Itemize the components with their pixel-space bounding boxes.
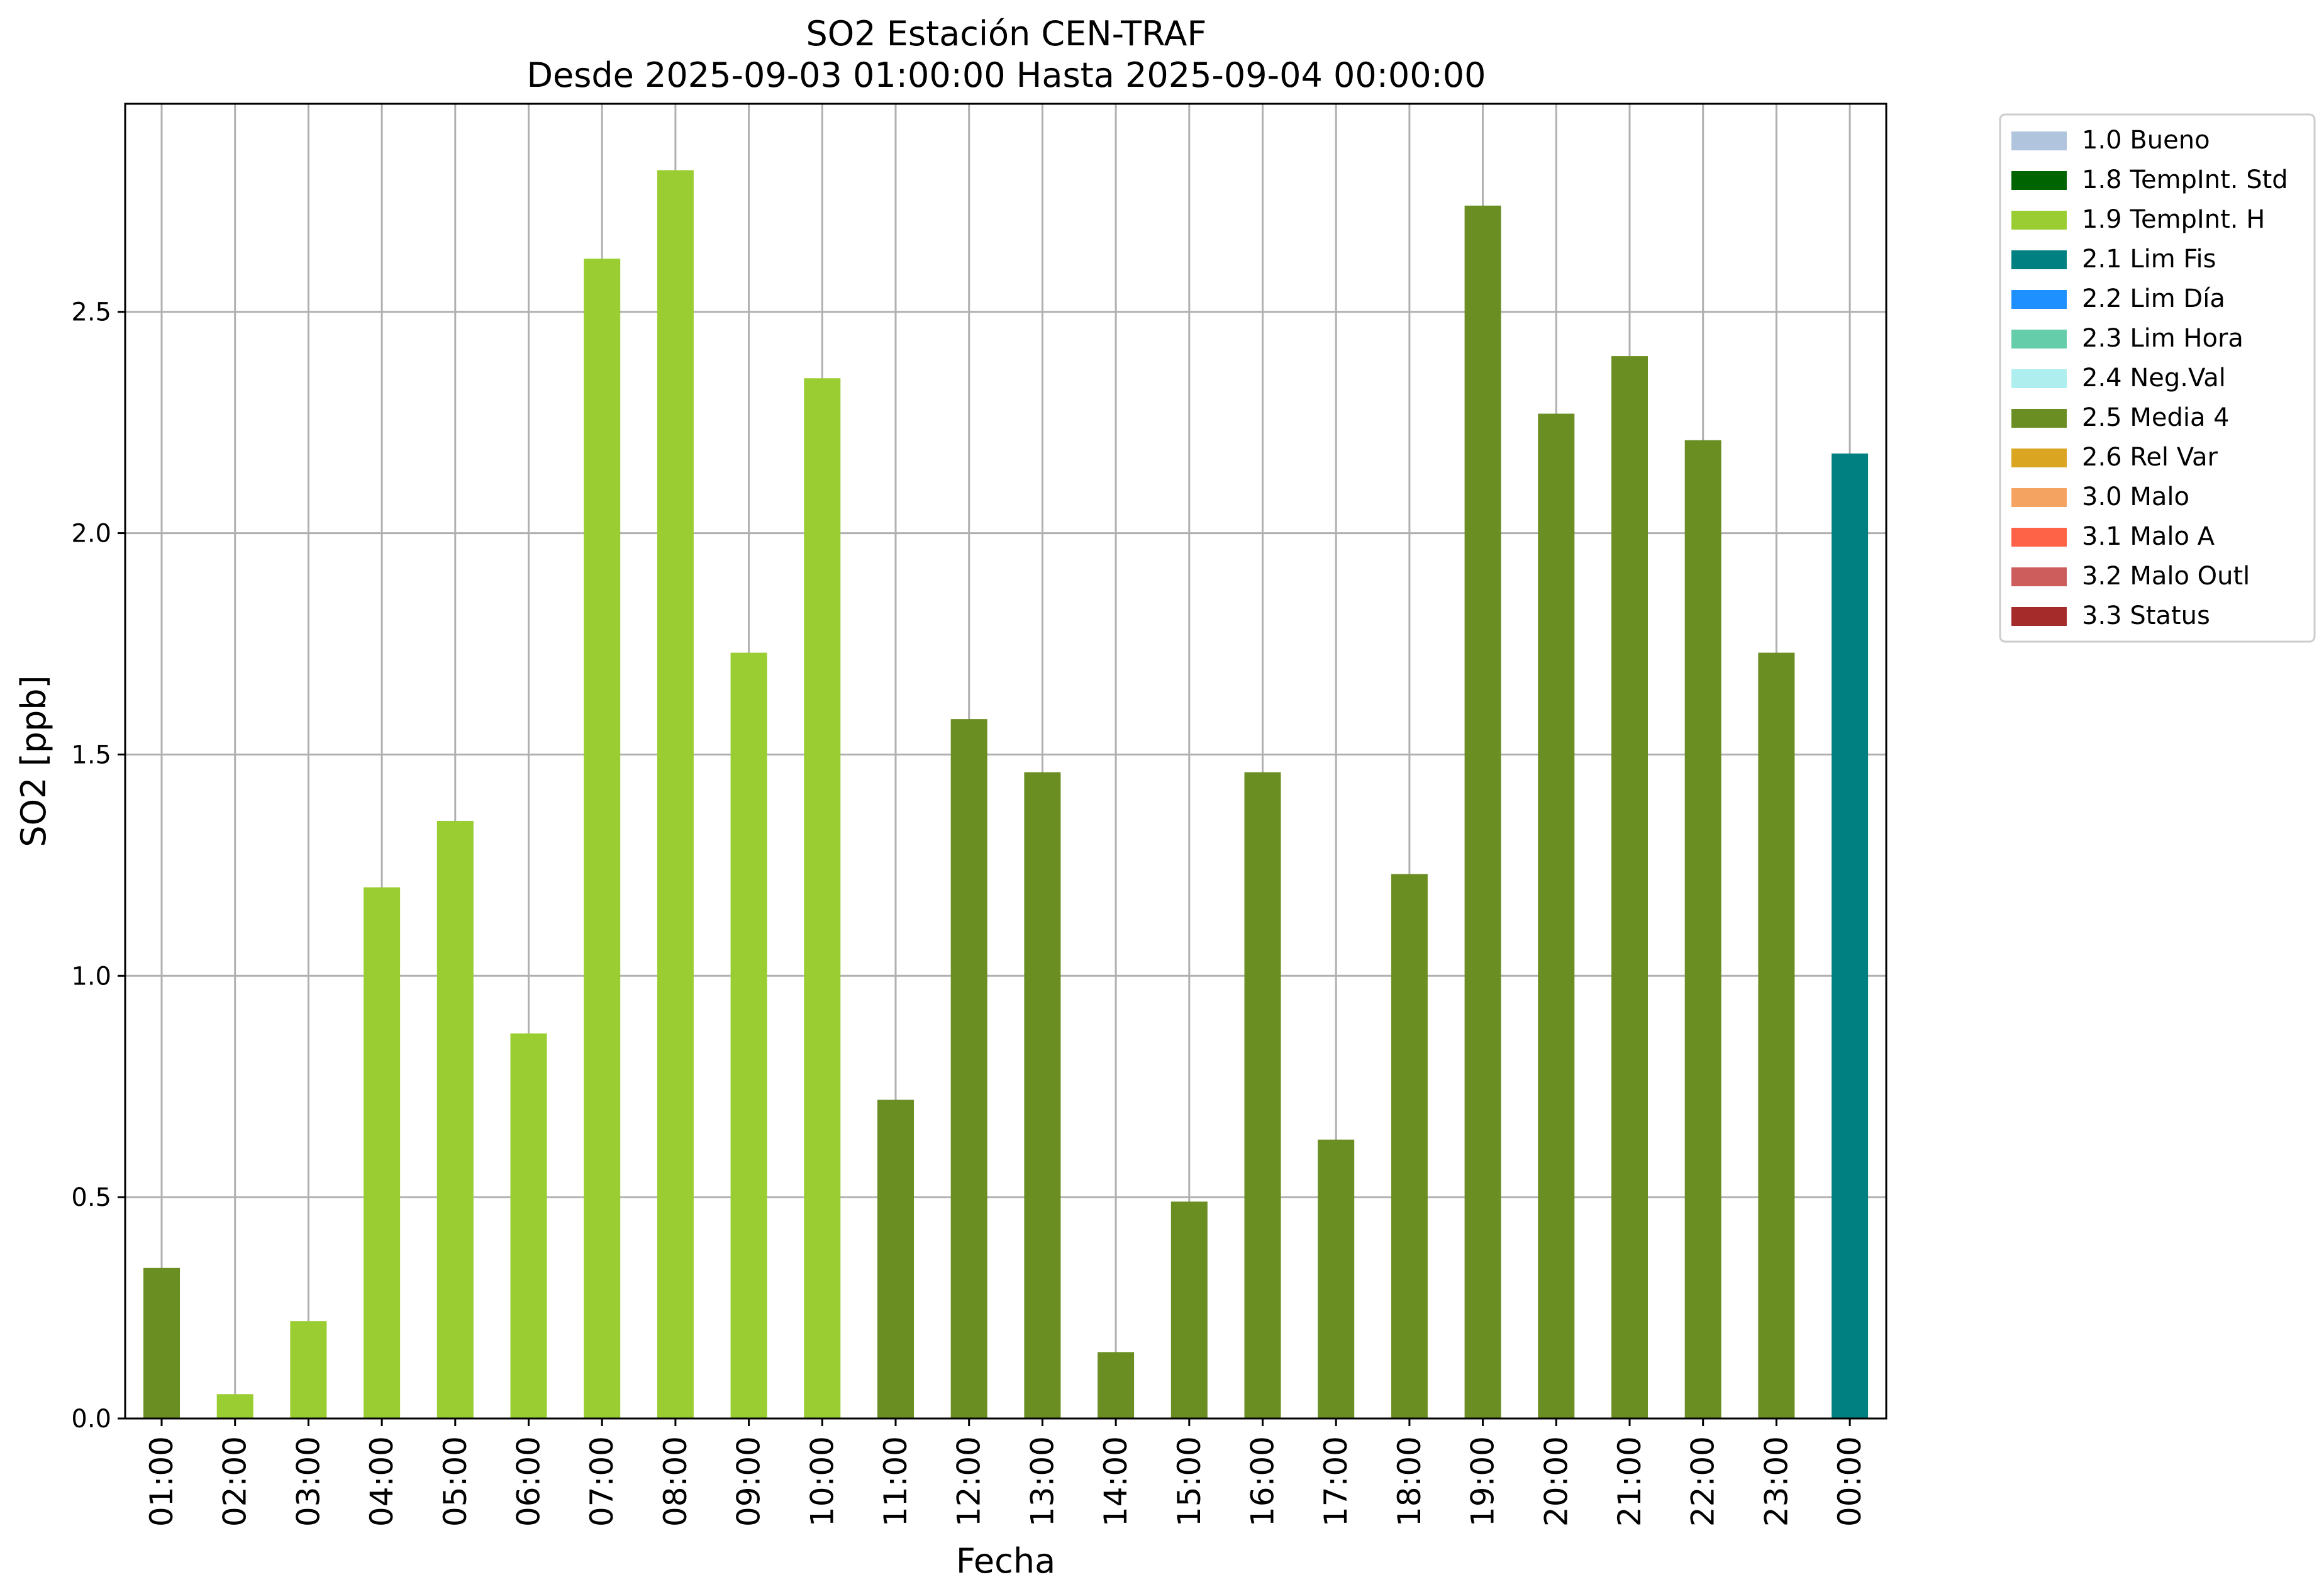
y-tick-label: 0.0 (71, 1405, 111, 1434)
bar (1318, 1139, 1355, 1418)
legend-swatch (2011, 250, 2067, 269)
x-tick-label: 12:00 (951, 1436, 987, 1527)
legend-swatch (2011, 290, 2067, 309)
legend-label: 3.2 Malo Outl (2082, 562, 2250, 591)
bar (804, 378, 841, 1418)
legend-swatch (2011, 449, 2067, 467)
bar (1538, 413, 1575, 1419)
legend-label: 2.6 Rel Var (2082, 443, 2218, 472)
legend-swatch (2011, 528, 2067, 547)
legend-swatch (2011, 409, 2067, 428)
plot-frame (124, 103, 1888, 1420)
legend-box (1999, 113, 2316, 643)
legend-swatch (2011, 330, 2067, 348)
y-tick-label: 2.0 (71, 520, 111, 549)
x-tick-label: 08:00 (657, 1436, 694, 1527)
y-tick-label: 0.5 (71, 1183, 111, 1212)
bar (290, 1321, 327, 1418)
bars (143, 170, 1869, 1419)
bar (730, 652, 767, 1418)
legend-label: 2.4 Neg.Val (2082, 364, 2226, 393)
legend-label: 1.8 TempInt. Std (2082, 165, 2288, 194)
x-tick-label: 01:00 (143, 1436, 180, 1527)
legend-label: 2.1 Lim Fis (2082, 245, 2216, 274)
y-tick-label: 1.5 (71, 740, 111, 769)
x-tick-label: 22:00 (1685, 1436, 1721, 1527)
bar (1758, 652, 1795, 1418)
bar (950, 719, 987, 1418)
legend-label: 3.1 Malo A (2082, 522, 2215, 551)
bar (584, 259, 621, 1419)
chart-title: SO2 Estación CEN-TRAF (806, 14, 1206, 53)
legend-swatch (2011, 211, 2067, 230)
legend-label: 1.0 Bueno (2082, 126, 2210, 155)
legend-swatch (2011, 131, 2067, 150)
bar (1611, 356, 1648, 1418)
x-tick-label: 21:00 (1611, 1436, 1648, 1527)
legend-label: 1.9 TempInt. H (2082, 205, 2265, 234)
x-tick-label: 10:00 (804, 1436, 840, 1527)
bar (1832, 453, 1869, 1418)
x-tick-label: 17:00 (1318, 1436, 1354, 1527)
legend-label: 3.0 Malo (2082, 482, 2189, 511)
legend-swatch (2011, 488, 2067, 507)
bar (877, 1100, 914, 1418)
bar (1170, 1201, 1208, 1418)
y-tick-label: 2.5 (71, 298, 111, 327)
y-axis-label: SO2 [ppb] (14, 675, 53, 847)
legend-label: 2.5 Media 4 (2082, 403, 2230, 432)
legend-label: 2.2 Lim Día (2082, 284, 2225, 313)
legend: 1.0 Bueno 1.8 TempInt. Std 1.9 TempInt. H 2… (1999, 113, 2316, 643)
bar (510, 1033, 547, 1418)
bar (143, 1268, 180, 1418)
bar (657, 170, 694, 1418)
bar (1391, 874, 1428, 1418)
x-tick-label: 19:00 (1465, 1436, 1501, 1527)
legend-swatch (2011, 369, 2067, 388)
x-tick-label: 09:00 (731, 1436, 767, 1527)
x-tick-label: 14:00 (1098, 1436, 1134, 1527)
x-tick-label: 13:00 (1024, 1436, 1060, 1527)
y-axis: 0.0 0.5 1.0 1.5 2.0 2.5 (71, 298, 125, 1434)
x-tick-label: 23:00 (1758, 1436, 1794, 1527)
bar (1684, 440, 1721, 1418)
bar (1244, 772, 1281, 1418)
legend-swatch (2011, 607, 2067, 626)
x-tick-label: 06:00 (511, 1436, 547, 1527)
x-tick-label: 15:00 (1171, 1436, 1208, 1527)
bar (1464, 205, 1501, 1419)
x-axis: 01:00 02:00 03:00 04:00 05:00 06:00 07:00 08:00… (143, 1418, 1868, 1527)
bar (436, 821, 474, 1418)
x-tick-label: 16:00 (1245, 1436, 1281, 1527)
x-tick-label: 05:00 (437, 1436, 474, 1527)
x-axis-label: Fecha (956, 1541, 1055, 1581)
chart-subtitle: Desde 2025-09-03 01:00:00 Hasta 2025-09-… (526, 55, 1486, 95)
bar (216, 1394, 253, 1418)
legend-swatch (2011, 171, 2067, 190)
legend-label: 2.3 Lim Hora (2082, 324, 2243, 353)
x-tick-label: 03:00 (290, 1436, 326, 1527)
x-tick-label: 11:00 (877, 1436, 914, 1527)
legend-swatch (2011, 567, 2067, 586)
bar (1098, 1352, 1135, 1418)
x-tick-label: 04:00 (364, 1436, 400, 1527)
bar (1024, 772, 1061, 1418)
x-tick-label: 20:00 (1538, 1436, 1574, 1527)
y-tick-label: 1.0 (71, 962, 111, 991)
bar (364, 887, 401, 1418)
x-tick-label: 18:00 (1391, 1436, 1428, 1527)
x-tick-label: 02:00 (217, 1436, 253, 1527)
x-tick-label: 00:00 (1832, 1436, 1868, 1527)
x-tick-label: 07:00 (584, 1436, 620, 1527)
legend-label: 3.3 Status (2082, 601, 2210, 630)
